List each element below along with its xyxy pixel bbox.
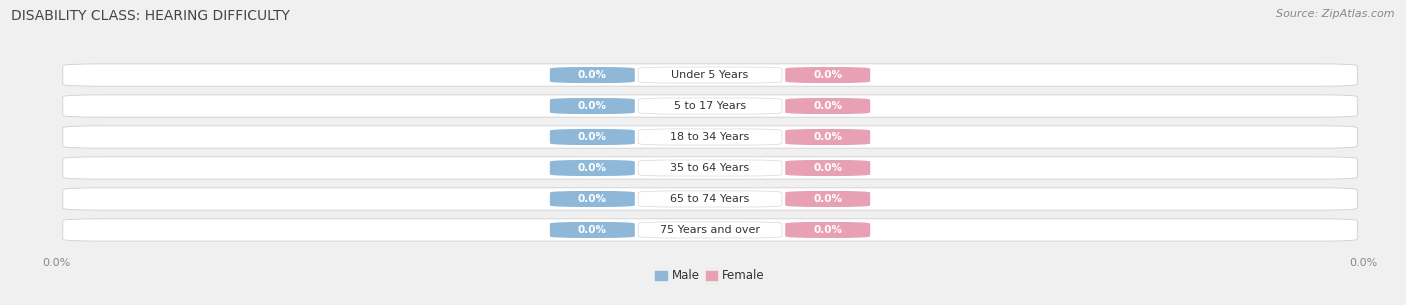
Text: 0.0%: 0.0%: [813, 194, 842, 204]
FancyBboxPatch shape: [785, 160, 870, 176]
FancyBboxPatch shape: [638, 222, 782, 238]
Text: Under 5 Years: Under 5 Years: [672, 70, 748, 80]
Text: 0.0%: 0.0%: [578, 194, 607, 204]
FancyBboxPatch shape: [63, 126, 1357, 148]
Text: 0.0%: 0.0%: [578, 101, 607, 111]
FancyBboxPatch shape: [785, 67, 870, 83]
FancyBboxPatch shape: [638, 191, 782, 207]
FancyBboxPatch shape: [63, 219, 1357, 241]
FancyBboxPatch shape: [550, 160, 636, 176]
FancyBboxPatch shape: [638, 160, 782, 176]
FancyBboxPatch shape: [638, 129, 782, 145]
Text: Source: ZipAtlas.com: Source: ZipAtlas.com: [1277, 9, 1395, 19]
FancyBboxPatch shape: [63, 95, 1357, 117]
FancyBboxPatch shape: [63, 64, 1357, 86]
FancyBboxPatch shape: [550, 67, 636, 83]
Text: 75 Years and over: 75 Years and over: [659, 225, 761, 235]
Text: DISABILITY CLASS: HEARING DIFFICULTY: DISABILITY CLASS: HEARING DIFFICULTY: [11, 9, 290, 23]
Text: 65 to 74 Years: 65 to 74 Years: [671, 194, 749, 204]
Text: 0.0%: 0.0%: [813, 70, 842, 80]
Legend: Male, Female: Male, Female: [651, 265, 769, 287]
Text: 18 to 34 Years: 18 to 34 Years: [671, 132, 749, 142]
FancyBboxPatch shape: [550, 129, 636, 145]
Text: 35 to 64 Years: 35 to 64 Years: [671, 163, 749, 173]
Text: 0.0%: 0.0%: [578, 225, 607, 235]
Text: 0.0%: 0.0%: [813, 132, 842, 142]
FancyBboxPatch shape: [550, 98, 636, 114]
FancyBboxPatch shape: [550, 222, 636, 238]
FancyBboxPatch shape: [638, 67, 782, 83]
Text: 5 to 17 Years: 5 to 17 Years: [673, 101, 747, 111]
FancyBboxPatch shape: [785, 191, 870, 207]
Text: 0.0%: 0.0%: [578, 132, 607, 142]
FancyBboxPatch shape: [550, 191, 636, 207]
FancyBboxPatch shape: [63, 188, 1357, 210]
Text: 0.0%: 0.0%: [578, 70, 607, 80]
FancyBboxPatch shape: [785, 98, 870, 114]
FancyBboxPatch shape: [638, 98, 782, 114]
Text: 0.0%: 0.0%: [813, 225, 842, 235]
Text: 0.0%: 0.0%: [813, 163, 842, 173]
Text: 0.0%: 0.0%: [578, 163, 607, 173]
Text: 0.0%: 0.0%: [813, 101, 842, 111]
FancyBboxPatch shape: [63, 157, 1357, 179]
FancyBboxPatch shape: [785, 222, 870, 238]
FancyBboxPatch shape: [785, 129, 870, 145]
